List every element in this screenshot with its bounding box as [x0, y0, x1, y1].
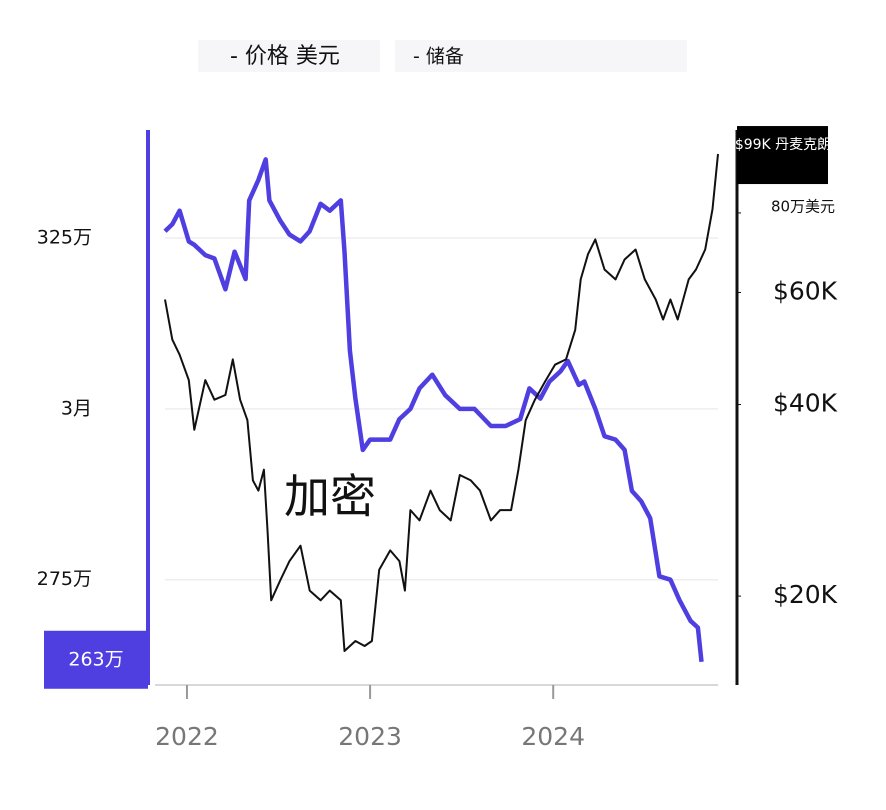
annotation: 加密 [284, 470, 376, 524]
y2-tick-label: $20K [773, 580, 838, 609]
end-label: 263万 [68, 648, 123, 670]
y-tick-label: 325万 [37, 226, 92, 248]
y2-tick-label: 80万美元 [771, 197, 835, 215]
end-label-box [737, 126, 828, 185]
y-tick-label: 275万 [37, 568, 92, 590]
x-tick-label: 2023 [338, 722, 402, 751]
y2-tick-label: $60K [773, 276, 838, 305]
x-tick-label: 2022 [155, 722, 219, 751]
series-line [164, 153, 719, 652]
x-tick-label: 2024 [521, 722, 585, 751]
end-label-box [44, 630, 148, 689]
y-tick-label: 3月 [61, 397, 92, 419]
legend-label[interactable]: - 储备 [413, 46, 464, 68]
legend-label[interactable]: - 价格 美元 [230, 44, 340, 69]
y2-tick-label: $40K [773, 389, 838, 418]
legend-box [395, 40, 687, 72]
end-label: $99K 丹麦克朗 [735, 137, 831, 153]
series-line [163, 157, 704, 663]
legend-box [198, 40, 380, 72]
